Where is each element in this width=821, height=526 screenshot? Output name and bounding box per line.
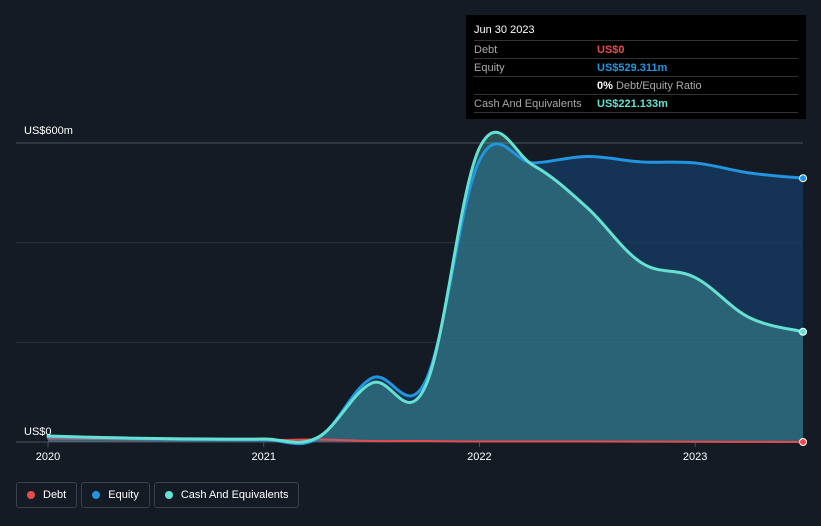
legend-item-equity[interactable]: Equity	[81, 482, 150, 508]
tooltip-ratio: 0% Debt/Equity Ratio	[597, 78, 702, 94]
legend-debt-label: Debt	[43, 489, 67, 501]
series-line-cash	[46, 130, 805, 444]
legend-cash-dot	[164, 491, 173, 499]
tooltip-equity-value: US$529.311m	[597, 62, 668, 74]
tooltip-date: Jun 30 2023	[474, 21, 798, 41]
tooltip-panel: Jun 30 2023 Debt US$0 Equity US$529.311m…	[466, 15, 806, 119]
tooltip-debt-value: US$0	[597, 44, 625, 56]
x-axis-labels: 2020 2021 2022 2023	[36, 451, 708, 463]
end-marker-debt	[799, 438, 807, 446]
y-axis-labels: US$0 US$600m	[24, 125, 73, 438]
tooltip-row-cash: Cash And Equivalents US$221.133m	[474, 96, 798, 113]
chart-legend: Debt Equity Cash And Equivalents	[16, 482, 300, 510]
legend-cash-label: Cash And Equivalents	[180, 489, 289, 501]
y-tick-label: US$0	[24, 426, 52, 438]
series-lines	[46, 130, 805, 446]
legend-debt-dot	[27, 491, 35, 499]
tooltip-equity-label: Equity	[474, 62, 505, 74]
series-end-markers	[799, 174, 807, 446]
series-area-cash	[48, 132, 803, 443]
legend-item-debt[interactable]: Debt	[16, 482, 78, 508]
series-area-equity	[48, 143, 803, 444]
legend-item-cash[interactable]: Cash And Equivalents	[153, 482, 300, 508]
tooltip-cash-label: Cash And Equivalents	[474, 98, 582, 110]
series-area-debt	[48, 438, 803, 442]
series-areas	[48, 132, 803, 444]
legend-equity-dot	[92, 491, 101, 499]
legend-equity-label: Equity	[108, 489, 139, 501]
tooltip-row-debt: Debt US$0	[474, 42, 798, 59]
y-tick-label: US$600m	[24, 125, 73, 137]
x-tick-label: 2022	[467, 451, 491, 463]
tooltip-ratio-value: 0%	[597, 80, 613, 92]
x-tick-label: 2021	[251, 451, 275, 463]
tooltip-row-ratio: 0% Debt/Equity Ratio	[474, 78, 798, 95]
tooltip-row-equity: Equity US$529.311m	[474, 60, 798, 77]
end-marker-equity	[799, 174, 807, 183]
end-marker-cash	[799, 327, 807, 336]
tooltip-debt-label: Debt	[474, 44, 498, 56]
tooltip-ratio-label: Debt/Equity Ratio	[615, 80, 702, 92]
x-tick-label: 2023	[683, 451, 707, 463]
x-tick-label: 2020	[36, 451, 60, 463]
tooltip-cash-value: US$221.133m	[597, 98, 668, 110]
